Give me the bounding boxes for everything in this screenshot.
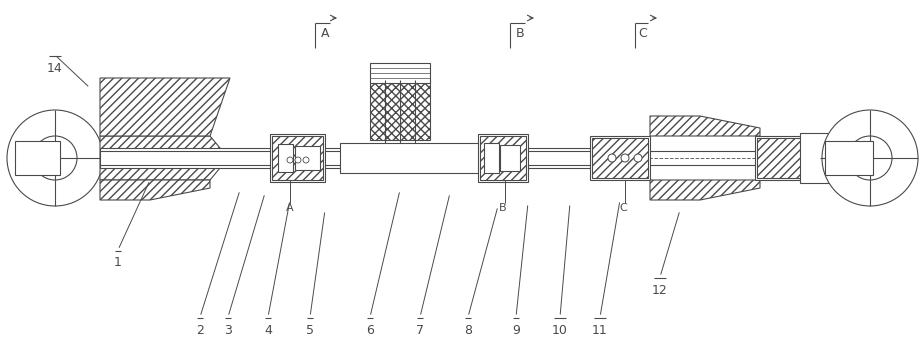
Circle shape bbox=[621, 154, 629, 162]
Text: 8: 8 bbox=[464, 324, 472, 337]
Bar bbox=[370, 63, 430, 83]
Bar bbox=[755, 136, 805, 180]
Text: C: C bbox=[639, 26, 647, 39]
Bar bbox=[592, 138, 648, 178]
Bar bbox=[480, 136, 526, 180]
Text: 14: 14 bbox=[47, 62, 63, 74]
Text: C: C bbox=[619, 203, 627, 213]
Circle shape bbox=[303, 157, 309, 163]
Text: 3: 3 bbox=[224, 324, 232, 337]
Bar bbox=[478, 134, 528, 182]
Polygon shape bbox=[100, 78, 230, 136]
Polygon shape bbox=[650, 180, 760, 200]
Text: 11: 11 bbox=[593, 324, 608, 337]
Circle shape bbox=[295, 157, 301, 163]
Text: A: A bbox=[321, 26, 330, 39]
Circle shape bbox=[287, 157, 293, 163]
Bar bbox=[825, 141, 873, 175]
Text: A: A bbox=[286, 203, 294, 213]
Text: 9: 9 bbox=[512, 324, 520, 337]
Polygon shape bbox=[100, 136, 220, 180]
Text: B: B bbox=[499, 203, 507, 213]
Polygon shape bbox=[650, 116, 760, 136]
Bar bbox=[278, 144, 293, 172]
Bar bbox=[800, 133, 830, 183]
Text: 12: 12 bbox=[653, 284, 668, 296]
Circle shape bbox=[7, 110, 103, 206]
Bar bbox=[370, 80, 430, 140]
Bar bbox=[757, 138, 803, 178]
Bar bbox=[590, 136, 650, 180]
Text: B: B bbox=[516, 26, 524, 39]
Text: 7: 7 bbox=[416, 324, 424, 337]
Polygon shape bbox=[100, 180, 210, 200]
Circle shape bbox=[33, 136, 77, 180]
Circle shape bbox=[848, 136, 892, 180]
Bar bbox=[15, 141, 60, 175]
Circle shape bbox=[822, 110, 918, 206]
Text: 6: 6 bbox=[366, 324, 374, 337]
Text: 2: 2 bbox=[196, 324, 204, 337]
Bar bbox=[270, 134, 325, 182]
Text: 5: 5 bbox=[306, 324, 314, 337]
Bar bbox=[484, 143, 499, 173]
Circle shape bbox=[634, 154, 642, 162]
Text: 1: 1 bbox=[114, 256, 122, 270]
Bar bbox=[272, 136, 323, 180]
Bar bbox=[100, 148, 620, 168]
Circle shape bbox=[608, 154, 616, 162]
Bar bbox=[500, 145, 520, 171]
Text: 4: 4 bbox=[264, 324, 272, 337]
Bar bbox=[295, 146, 320, 170]
Bar bbox=[340, 143, 480, 173]
Text: 10: 10 bbox=[552, 324, 568, 337]
